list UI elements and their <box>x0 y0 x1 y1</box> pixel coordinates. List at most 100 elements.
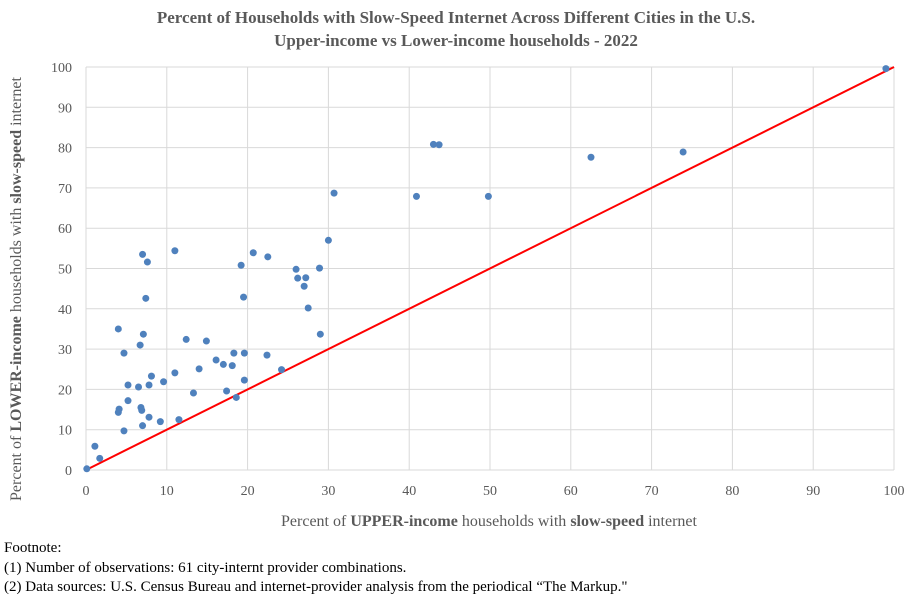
x-axis-label-part: Percent of <box>281 513 350 530</box>
y-axis-label-part: LOWER-income <box>8 316 25 432</box>
data-point <box>278 366 286 374</box>
data-point <box>219 360 227 368</box>
reference-line <box>85 66 895 471</box>
footnote: Footnote: (1) Number of observations: 61… <box>4 539 627 598</box>
y-tick-labels: 0 10 20 30 40 50 60 70 80 90 100 <box>51 61 72 479</box>
footnote-heading: Footnote: <box>4 540 62 556</box>
data-point <box>429 140 437 148</box>
data-point <box>304 304 312 312</box>
data-point <box>124 381 132 389</box>
data-point <box>230 349 238 357</box>
data-point <box>435 141 443 149</box>
y-axis-label-part: slow-speed <box>8 130 25 204</box>
data-point <box>882 65 890 73</box>
x-tick-label: 20 <box>241 484 255 499</box>
reference-line-group <box>85 66 895 471</box>
data-point <box>147 372 155 380</box>
footnote-line-1: (1) Number of observations: 61 city-inte… <box>4 559 407 576</box>
data-point <box>156 418 164 426</box>
data-point <box>228 362 236 370</box>
y-tick-label: 90 <box>58 101 72 116</box>
data-point <box>316 330 324 338</box>
data-point <box>139 330 147 338</box>
x-tick-label: 80 <box>725 484 739 499</box>
data-point <box>145 413 153 421</box>
y-tick-label: 0 <box>65 464 72 479</box>
data-point <box>264 253 272 261</box>
x-tick-label: 100 <box>884 484 905 499</box>
data-point <box>237 261 245 269</box>
data-point <box>83 465 91 473</box>
data-point <box>232 393 240 401</box>
x-tick-label: 90 <box>806 484 820 499</box>
data-point <box>142 294 150 302</box>
data-points <box>83 65 890 473</box>
data-point <box>195 365 203 373</box>
x-axis-label-part: households with <box>458 513 570 530</box>
data-point <box>300 282 308 290</box>
data-point <box>114 325 122 333</box>
y-tick-label: 50 <box>58 263 72 278</box>
data-point <box>330 189 338 197</box>
data-point <box>316 264 324 272</box>
data-point <box>412 192 420 200</box>
data-point <box>171 247 179 255</box>
y-tick-label: 10 <box>58 424 72 439</box>
data-point <box>292 265 300 273</box>
data-point <box>124 397 132 405</box>
data-point <box>240 293 248 301</box>
data-point <box>294 274 302 282</box>
y-axis-label-part: households with <box>8 204 25 316</box>
x-tick-label: 50 <box>483 484 497 499</box>
y-axis-label-part: Percent of <box>8 432 25 501</box>
y-tick-label: 30 <box>58 343 72 358</box>
data-point <box>324 236 332 244</box>
x-axis-label-part: internet <box>644 513 697 530</box>
data-point <box>202 337 210 345</box>
data-point <box>587 153 595 161</box>
data-point <box>135 383 143 391</box>
x-tick-label: 70 <box>645 484 659 499</box>
chart-title: Percent of Households with Slow-Speed In… <box>157 8 755 27</box>
y-tick-label: 20 <box>58 383 72 398</box>
x-axis-label: Percent of UPPER-income households with … <box>281 513 698 530</box>
data-point <box>139 250 147 258</box>
data-point <box>138 406 146 414</box>
y-axis-label: Percent of LOWER-income households with … <box>8 76 25 501</box>
x-tick-label: 10 <box>160 484 174 499</box>
data-point <box>143 258 151 266</box>
y-tick-label: 70 <box>58 182 72 197</box>
x-tick-label: 0 <box>83 484 90 499</box>
scatter-chart: Percent of Households with Slow-Speed In… <box>8 8 905 530</box>
x-tick-label: 30 <box>321 484 335 499</box>
data-point <box>175 416 183 424</box>
data-point <box>139 422 147 430</box>
data-point <box>120 427 128 435</box>
x-axis-label-part: slow-speed <box>570 513 644 530</box>
data-point <box>91 442 99 450</box>
data-point <box>171 369 179 377</box>
data-point <box>189 389 197 397</box>
data-point <box>484 192 492 200</box>
data-point <box>136 341 144 349</box>
data-point <box>115 405 123 413</box>
y-tick-label: 80 <box>58 142 72 157</box>
x-tick-label: 60 <box>564 484 578 499</box>
data-point <box>302 274 310 282</box>
chart-subtitle: Upper-income vs Lower-income households … <box>274 31 638 50</box>
data-point <box>145 381 153 389</box>
data-point <box>679 148 687 156</box>
y-tick-label: 100 <box>51 61 72 76</box>
data-point <box>240 376 248 384</box>
data-point <box>212 356 220 364</box>
data-point <box>120 349 128 357</box>
y-tick-label: 60 <box>58 222 72 237</box>
data-point <box>249 249 257 257</box>
footnote-line-2: (2) Data sources: U.S. Census Bureau and… <box>4 579 628 595</box>
x-axis-label-part: UPPER-income <box>350 513 458 530</box>
y-tick-label: 40 <box>58 303 72 318</box>
y-axis-label-part: internet <box>8 76 25 129</box>
x-tick-labels: 0 10 20 30 40 50 60 70 80 90 100 <box>83 484 905 499</box>
x-tick-label: 40 <box>402 484 416 499</box>
data-point <box>223 387 231 395</box>
